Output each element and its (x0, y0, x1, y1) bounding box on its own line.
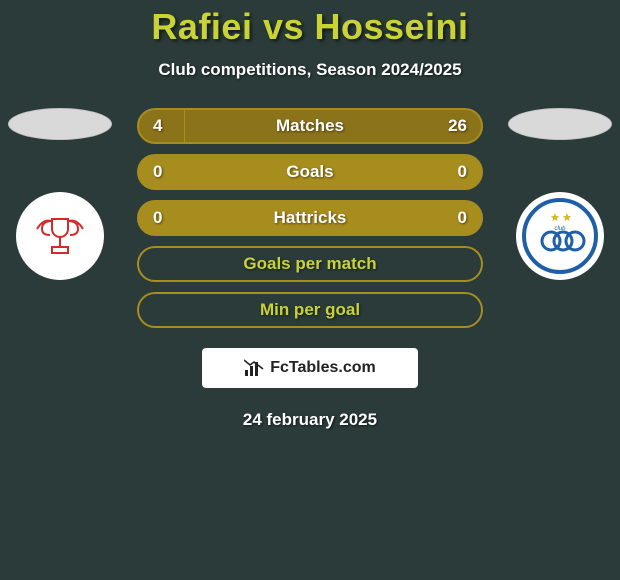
subtitle: Club competitions, Season 2024/2025 (0, 60, 620, 80)
stat-pill-goals: 0Goals0 (137, 154, 483, 190)
svg-text:club: club (554, 226, 566, 232)
stat-right-value: 26 (448, 116, 467, 136)
stat-outline-label: Min per goal (260, 300, 360, 320)
stat-outline-label: Goals per match (243, 254, 376, 274)
right-club-badge: club (516, 192, 604, 280)
left-player-avatar (8, 108, 112, 140)
left-column (0, 108, 120, 280)
right-column: club (500, 108, 620, 280)
bar-chart-icon (244, 359, 264, 377)
stat-pill-hattricks: 0Hattricks0 (137, 200, 483, 236)
page-title: Rafiei vs Hosseini (0, 6, 620, 48)
stat-right-value: 0 (458, 162, 467, 182)
stat-label: Hattricks (139, 208, 481, 228)
brand-text: FcTables.com (270, 359, 376, 377)
left-club-badge (16, 192, 104, 280)
stat-fill-right (185, 110, 482, 142)
date-line: 24 february 2025 (243, 410, 377, 430)
stat-outline-goals-per-match: Goals per match (137, 246, 483, 282)
comparison-card: Rafiei vs Hosseini Club competitions, Se… (0, 0, 620, 430)
trophy-icon (25, 201, 95, 271)
club-rings-icon: club (521, 197, 599, 275)
content-row: 4Matches260Goals00Hattricks0 Goals per m… (0, 108, 620, 430)
stats-column: 4Matches260Goals00Hattricks0 Goals per m… (120, 108, 500, 430)
right-player-avatar (508, 108, 612, 140)
stat-left-value: 4 (153, 116, 162, 136)
stat-label: Goals (139, 162, 481, 182)
stat-left-value: 0 (153, 162, 162, 182)
stat-right-value: 0 (458, 208, 467, 228)
stat-left-value: 0 (153, 208, 162, 228)
stat-pill-matches: 4Matches26 (137, 108, 483, 144)
stat-outline-min-per-goal: Min per goal (137, 292, 483, 328)
brand-box[interactable]: FcTables.com (202, 348, 418, 388)
